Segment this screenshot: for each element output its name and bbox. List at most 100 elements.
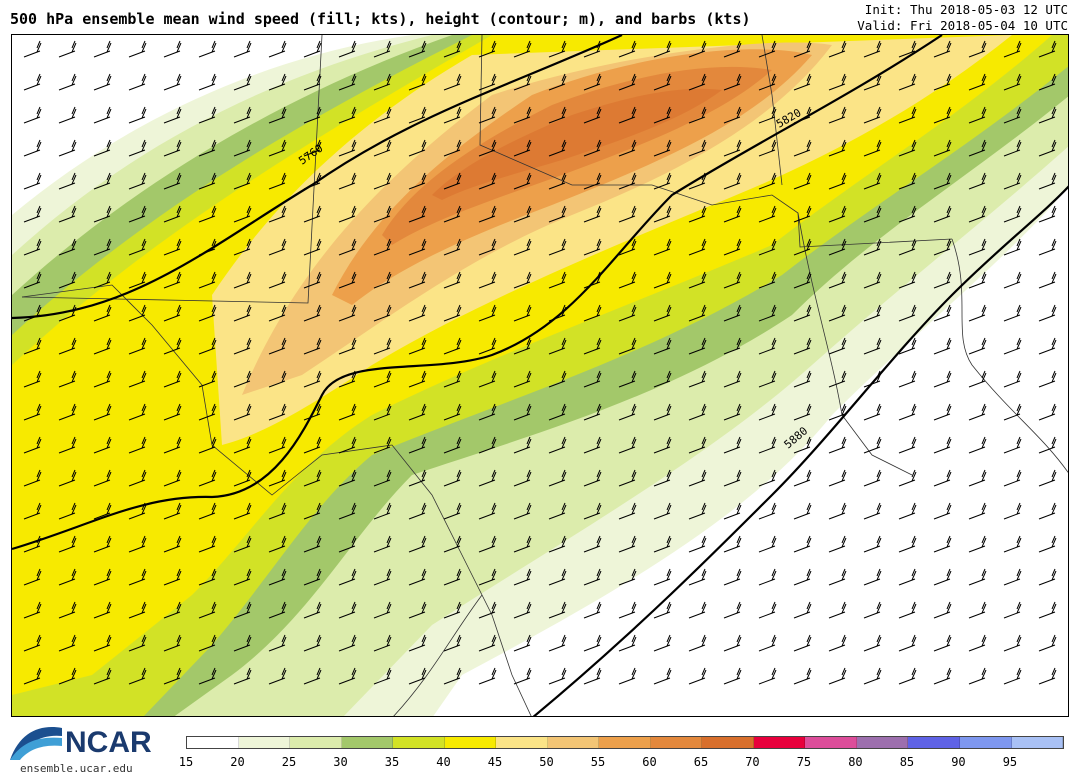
wind-barb	[933, 403, 952, 421]
wind-barb	[758, 436, 777, 454]
wind-barb	[1038, 40, 1057, 58]
wind-barb	[1038, 139, 1057, 157]
wind-barb	[233, 403, 252, 421]
wind-barb	[93, 205, 112, 223]
wind-barb	[338, 370, 357, 388]
wind-barb	[933, 601, 952, 619]
wind-barb	[373, 502, 392, 520]
wind-barb	[933, 73, 952, 91]
wind-barb	[548, 634, 567, 652]
wind-barb	[233, 634, 252, 652]
wind-barb	[443, 106, 462, 124]
wind-barb	[513, 304, 532, 322]
wind-barb	[198, 106, 217, 124]
wind-barb	[443, 601, 462, 619]
wind-barb	[723, 40, 742, 58]
wind-barb	[793, 502, 812, 520]
wind-barb	[968, 601, 987, 619]
wind-barb	[478, 271, 497, 289]
wind-barb	[268, 238, 287, 256]
wind-barb	[93, 436, 112, 454]
wind-barb	[163, 139, 182, 157]
colorbar-tick-label: 75	[796, 755, 812, 769]
colorbar-swatch	[496, 737, 548, 748]
wind-barb	[93, 238, 112, 256]
wind-barb	[723, 205, 742, 223]
wind-barb	[758, 205, 777, 223]
wind-barb	[443, 139, 462, 157]
wind-barb	[548, 271, 567, 289]
wind-barb	[863, 304, 882, 322]
wind-barb	[548, 502, 567, 520]
wind-barb	[828, 403, 847, 421]
wind-barb	[653, 436, 672, 454]
wind-barb	[933, 436, 952, 454]
wind-barb	[93, 337, 112, 355]
wind-barb	[163, 304, 182, 322]
ncar-logo: NCAR ensemble.ucar.edu	[10, 722, 160, 777]
ncar-url: ensemble.ucar.edu	[20, 762, 133, 775]
wind-barb	[93, 601, 112, 619]
wind-barb	[653, 502, 672, 520]
wind-barb	[268, 568, 287, 586]
wind-barb	[618, 304, 637, 322]
wind-barb	[688, 502, 707, 520]
wind-barb	[583, 535, 602, 553]
wind-barb	[863, 205, 882, 223]
wind-barb	[233, 106, 252, 124]
wind-barb	[373, 304, 392, 322]
wind-barb	[828, 40, 847, 58]
wind-barb	[198, 436, 217, 454]
wind-barb	[373, 139, 392, 157]
colorbar-swatch	[238, 737, 291, 748]
wind-barb	[653, 601, 672, 619]
wind-barb	[933, 535, 952, 553]
wind-barb	[653, 667, 672, 685]
map-canvas: 5760 5820 5880	[12, 35, 1068, 716]
wind-barb	[303, 40, 322, 58]
wind-barb	[93, 370, 112, 388]
wind-barb	[443, 40, 462, 58]
wind-barb	[373, 40, 392, 58]
wind-barb	[23, 40, 42, 58]
wind-barb	[758, 535, 777, 553]
wind-barb	[478, 502, 497, 520]
wind-barb	[828, 238, 847, 256]
wind-barb	[1003, 304, 1022, 322]
wind-barb	[1038, 271, 1057, 289]
wind-barb	[58, 337, 77, 355]
wind-barb	[653, 634, 672, 652]
wind-barb	[688, 634, 707, 652]
wind-barb	[128, 139, 147, 157]
wind-barb	[23, 73, 42, 91]
wind-barb	[758, 40, 777, 58]
wind-barb	[338, 601, 357, 619]
wind-barb	[513, 172, 532, 190]
wind-barb	[583, 238, 602, 256]
wind-barb	[93, 271, 112, 289]
wind-barb	[233, 370, 252, 388]
wind-barb	[548, 205, 567, 223]
wind-barb	[1038, 568, 1057, 586]
wind-barb	[373, 667, 392, 685]
wind-barb	[373, 535, 392, 553]
wind-barb	[198, 139, 217, 157]
wind-barb	[93, 502, 112, 520]
colorbar-tick-label: 95	[1002, 755, 1018, 769]
wind-barb	[828, 370, 847, 388]
wind-barb	[618, 40, 637, 58]
wind-barb	[828, 667, 847, 685]
wind-barb	[303, 403, 322, 421]
wind-barb	[478, 205, 497, 223]
wind-barb	[408, 304, 427, 322]
wind-barb	[688, 172, 707, 190]
wind-barb	[793, 73, 812, 91]
wind-barb	[933, 337, 952, 355]
wind-barb	[933, 271, 952, 289]
wind-barb	[618, 403, 637, 421]
wind-barb	[513, 106, 532, 124]
wind-barb	[1003, 40, 1022, 58]
wind-barb	[1003, 535, 1022, 553]
wind-barb	[1003, 205, 1022, 223]
wind-barb	[898, 238, 917, 256]
